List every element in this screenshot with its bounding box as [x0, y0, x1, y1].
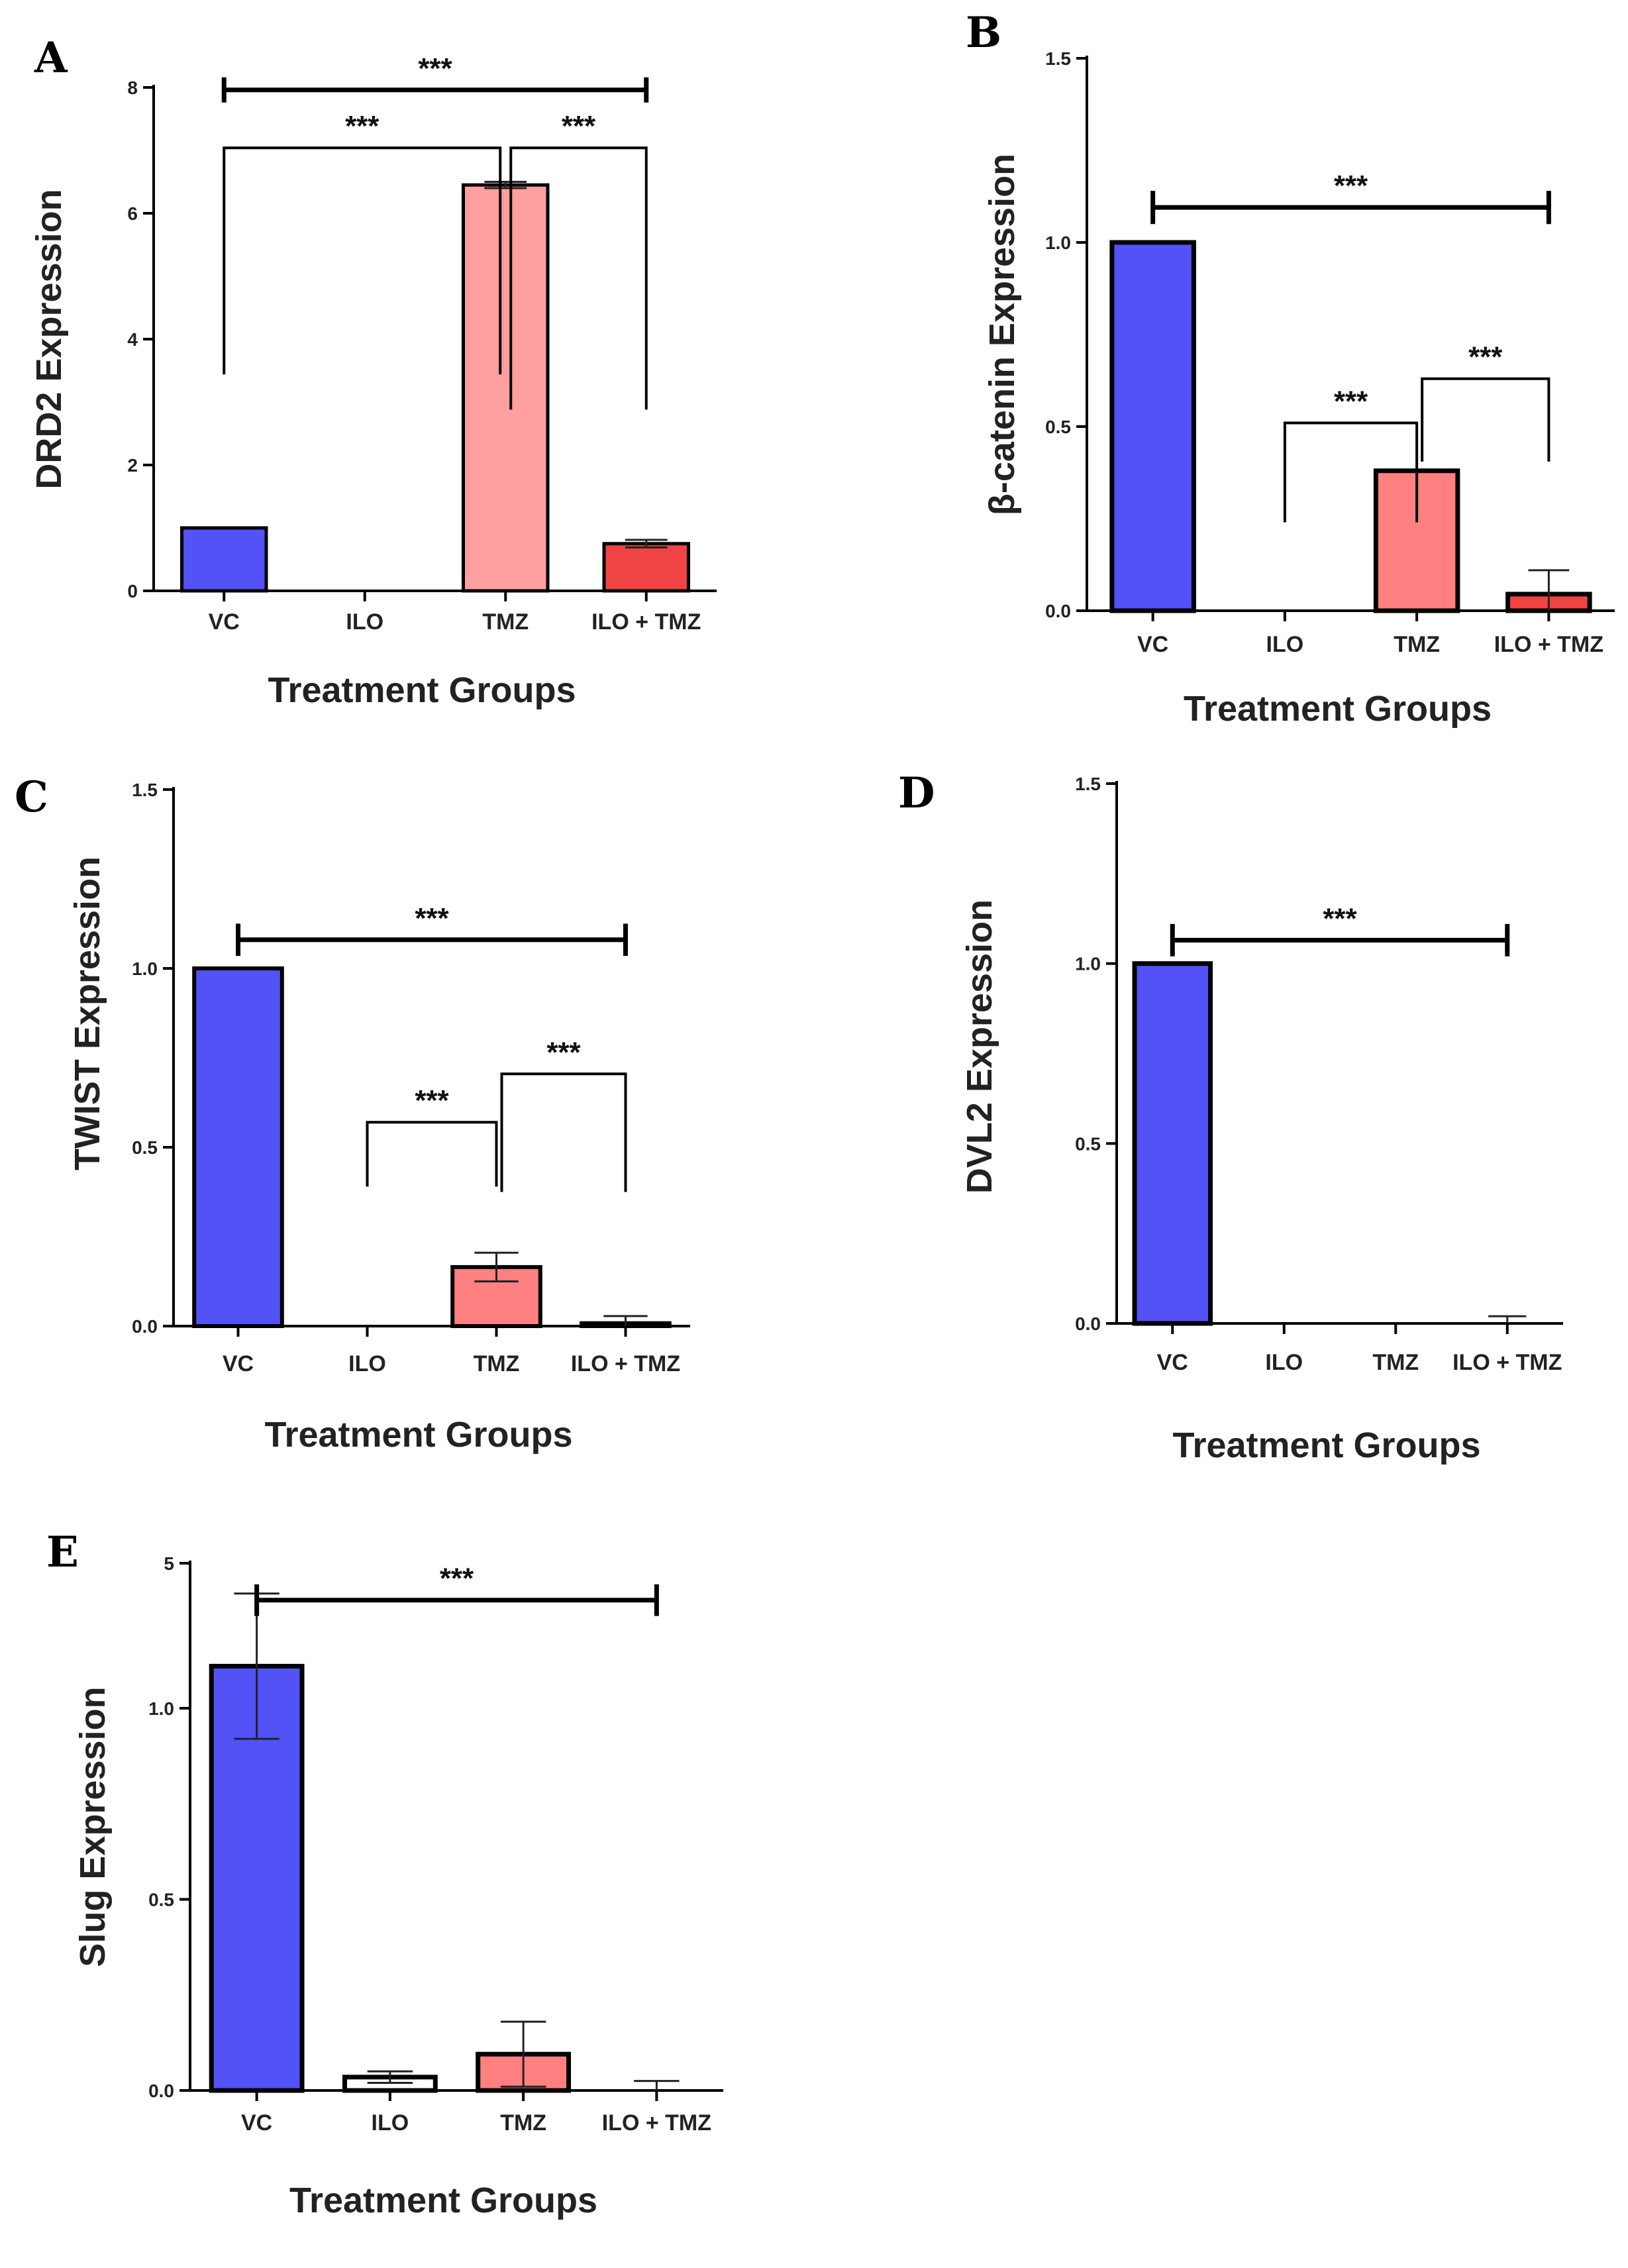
y-tick-label: 0.0: [1075, 1314, 1101, 1334]
y-tick-label: 1.5: [132, 780, 158, 800]
x-tick-label: ILO + TMZ: [602, 2110, 711, 2136]
x-tick-label: VC: [1157, 1350, 1188, 1375]
x-tick-label: ILO: [348, 1351, 386, 1376]
significance-label: ***: [415, 902, 449, 935]
y-tick-label: 1.5: [1075, 774, 1101, 794]
chart-c: 0.0 0.5 1.0 1.5 VC ILO TMZ ILO + TMZ *** *** *** Tr…: [68, 780, 690, 1455]
y-tick-label: 2: [127, 455, 138, 476]
y-axis-label: Slug Expression: [73, 1686, 113, 1967]
chart-b: 0.0 0.5 1.0 1.5 VC ILO TMZ ILO + TMZ *** *** *** Tr…: [982, 48, 1615, 729]
x-tick-label: TMZ: [1372, 1350, 1419, 1375]
y-tick-label: 1.0: [1045, 232, 1071, 253]
y-tick-label: 1.0: [132, 958, 158, 979]
x-axis-label: Treatment Groups: [1172, 1425, 1480, 1465]
x-tick-label: TMZ: [474, 1351, 520, 1376]
x-tick-label: ILO + TMZ: [591, 609, 701, 635]
x-tick-label: VC: [1137, 632, 1168, 657]
x-tick-label: TMZ: [1394, 632, 1440, 657]
x-axis-label: Treatment Groups: [289, 2181, 597, 2220]
significance-label: ***: [415, 1084, 449, 1117]
significance-bracket: [1421, 377, 1551, 462]
significance-bracket: [223, 146, 502, 375]
significance-label: ***: [1468, 341, 1503, 374]
significance-label: ***: [345, 110, 380, 142]
y-tick-label: 0: [127, 581, 138, 601]
significance-label: ***: [1334, 385, 1368, 417]
significance-label: ***: [1334, 170, 1368, 202]
significance-bracket: [1283, 421, 1419, 523]
x-tick-label: ILO + TMZ: [1452, 1350, 1562, 1375]
y-tick-label: 0.0: [1045, 601, 1071, 621]
panel-letter-c: C: [15, 772, 48, 822]
x-tick-label: ILO + TMZ: [1494, 632, 1603, 657]
y-tick-label: 1.0: [148, 1698, 174, 1719]
x-tick-label: ILO + TMZ: [571, 1351, 680, 1376]
significance-bracket: [509, 146, 648, 410]
y-axis-label: DRD2 Expression: [29, 189, 69, 489]
bar: [1109, 240, 1196, 613]
chart-d: 0.0 0.5 1.0 1.5 VC ILO TMZ ILO + TMZ *** Treatmen…: [960, 774, 1563, 1465]
y-axis-label: DVL2 Expression: [960, 900, 999, 1194]
x-tick-label: ILO: [1265, 1350, 1303, 1375]
y-tick-label: 0.5: [132, 1137, 158, 1158]
y-tick-label: 5: [164, 1553, 174, 1574]
x-tick-label: VC: [223, 1351, 254, 1376]
y-tick-label: 4: [127, 329, 138, 350]
bar: [602, 542, 690, 593]
significance-bracket: [500, 1072, 627, 1192]
panel-letter-a: A: [34, 33, 68, 83]
x-tick-label: VC: [209, 609, 240, 635]
panel-letter-d: D: [898, 768, 935, 818]
bar: [1132, 961, 1213, 1326]
x-axis-label: Treatment Groups: [1184, 689, 1492, 729]
significance-label: ***: [562, 110, 596, 142]
bar: [450, 1264, 542, 1329]
y-axis-label: TWIST Expression: [68, 856, 107, 1170]
y-tick-label: 1.0: [1075, 954, 1101, 974]
y-tick-label: 6: [127, 203, 138, 224]
panel-letter-e: E: [46, 1527, 79, 1577]
significance-label: ***: [546, 1036, 581, 1068]
y-tick-label: 0.0: [132, 1316, 158, 1337]
significance-bracket: [366, 1121, 498, 1187]
y-tick-label: 8: [127, 77, 138, 98]
y-tick-label: 0.0: [148, 2081, 174, 2101]
chart-a: 0 2 4 6 8 VC ILO TMZ ILO + TMZ *** *** *** Treatment…: [29, 52, 717, 710]
bar: [192, 966, 284, 1328]
x-tick-label: VC: [241, 2110, 272, 2136]
bar: [462, 183, 550, 593]
x-tick-label: TMZ: [482, 609, 529, 635]
x-tick-label: ILO: [346, 609, 383, 635]
y-axis-label: β-catenin Expression: [982, 154, 1022, 515]
panel-letter-b: B: [966, 8, 1002, 58]
y-tick-label: 0.5: [1045, 417, 1071, 437]
x-axis-label: Treatment Groups: [264, 1415, 572, 1455]
y-tick-label: 1.5: [1045, 48, 1071, 69]
x-axis-label: Treatment Groups: [268, 670, 576, 710]
x-tick-label: ILO: [1266, 632, 1304, 657]
x-tick-label: ILO: [372, 2110, 409, 2136]
chart-e: 0.0 0.5 1.0 5 VC ILO TMZ ILO + TMZ *** Treatment …: [73, 1553, 723, 2220]
significance-label: ***: [418, 52, 452, 85]
x-tick-label: TMZ: [500, 2110, 546, 2136]
y-tick-label: 0.5: [1075, 1133, 1101, 1154]
y-tick-label: 0.5: [148, 1889, 174, 1910]
significance-label: ***: [1323, 902, 1357, 935]
bar: [180, 526, 268, 593]
significance-label: ***: [440, 1563, 474, 1595]
